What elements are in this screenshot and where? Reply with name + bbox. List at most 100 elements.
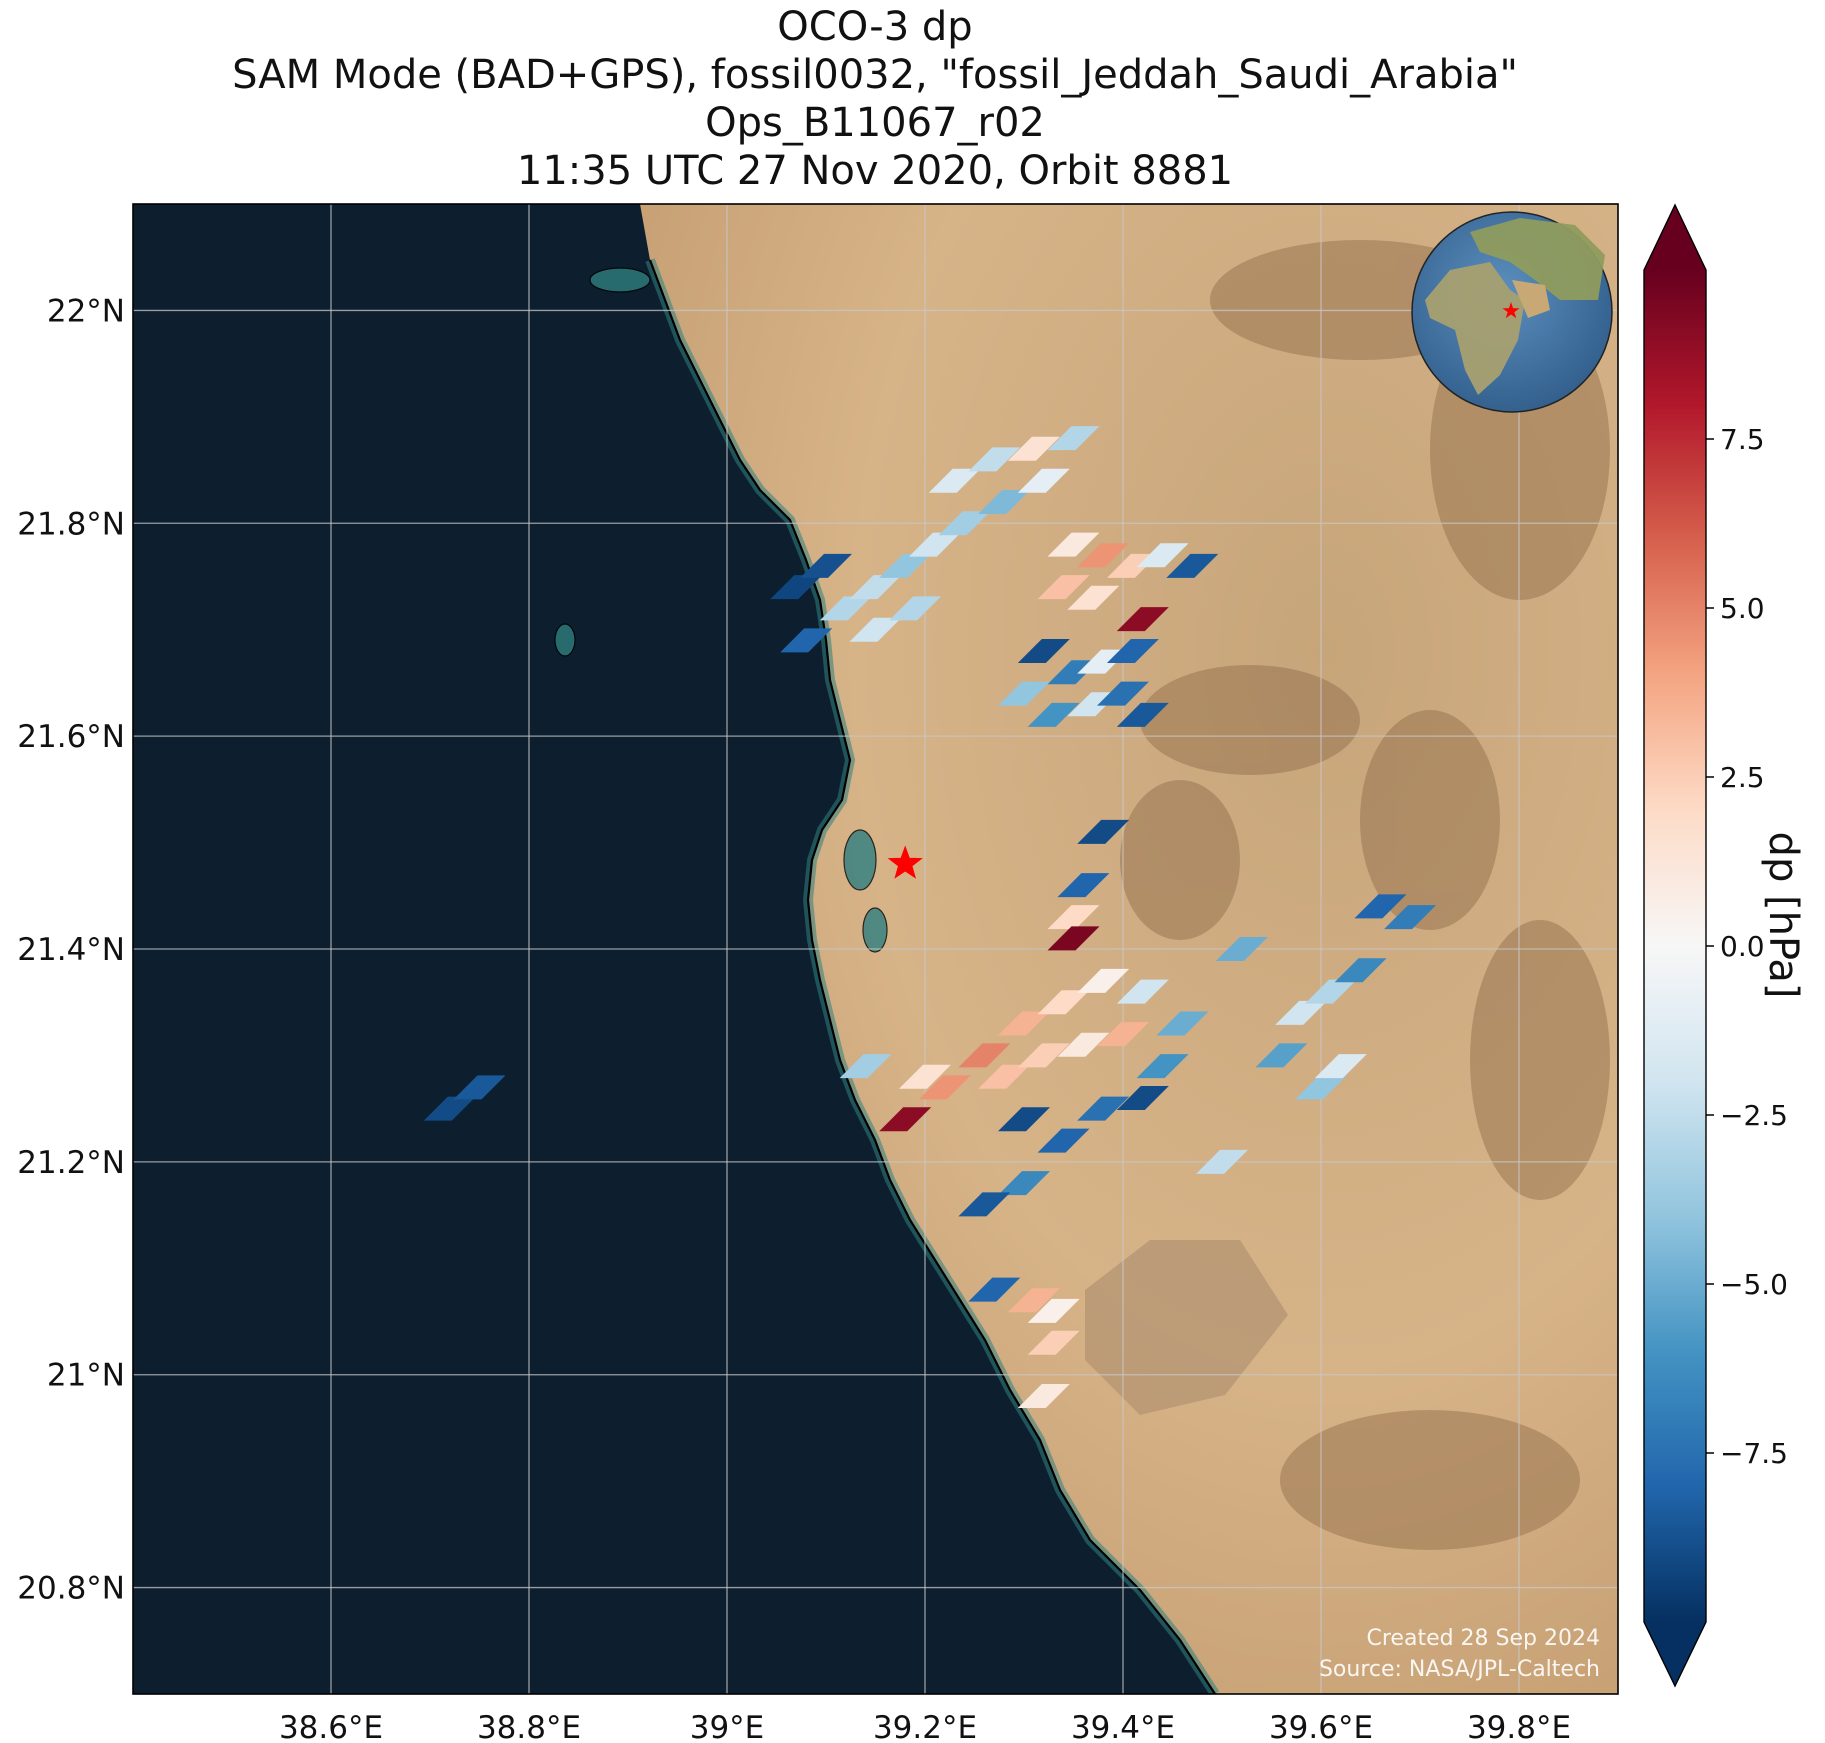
sounding-footprint — [928, 468, 981, 493]
sounding-footprint — [1156, 1011, 1209, 1036]
colorbar-tick-label: −2.5 — [1720, 1099, 1788, 1132]
colorbar-tick-label: −5.0 — [1720, 1268, 1788, 1301]
colorbar-label: dp [hPa] — [1760, 832, 1806, 999]
sounding-footprints — [423, 426, 1437, 1408]
map-frame — [132, 203, 1619, 1695]
sounding-footprint — [1196, 1149, 1248, 1174]
source-credit: Source: NASA/JPL-Caltech — [1319, 1657, 1600, 1682]
sounding-footprint — [453, 1075, 506, 1100]
y-tick-label: 20.8°N — [17, 1571, 125, 1607]
sounding-footprint — [978, 1064, 1031, 1089]
y-tick-label: 22°N — [47, 293, 125, 329]
sounding-footprint — [1067, 585, 1120, 610]
sounding-footprint — [1057, 1032, 1110, 1057]
sounding-footprint — [800, 553, 852, 578]
y-tick-label: 21.8°N — [17, 506, 125, 542]
x-axis-ticks: 38.6°E 38.8°E 39°E 39.2°E 39.4°E 39.6°E 39.8°E — [279, 1710, 1571, 1743]
sounding-footprint — [1136, 1054, 1189, 1079]
sounding-footprint — [1077, 968, 1130, 993]
coastline — [648, 259, 1216, 1694]
sounding-footprint — [1047, 905, 1100, 930]
colorbar-extend-max — [1644, 205, 1706, 270]
gridlines — [133, 204, 1618, 1694]
x-tick-label: 39.8°E — [1467, 1710, 1571, 1743]
y-tick-label: 21°N — [47, 1358, 125, 1394]
colorbar-outline — [1643, 203, 1707, 1688]
x-tick-label: 39.6°E — [1269, 1710, 1373, 1743]
x-tick-label: 38.6°E — [279, 1710, 383, 1743]
sounding-footprint — [849, 575, 902, 600]
sounding-footprint — [839, 1054, 892, 1079]
colorbar-body — [1644, 270, 1706, 1622]
sounding-footprint — [1047, 426, 1100, 451]
sounding-footprint — [819, 596, 872, 621]
sounding-footprint — [1037, 1128, 1090, 1153]
sounding-footprint — [1017, 468, 1070, 493]
y-tick-label: 21.6°N — [17, 719, 125, 755]
globe-eurasia — [1470, 218, 1605, 300]
title-line-1: OCO-3 dp — [777, 4, 973, 50]
y-axis-ticks: 22°N 21.8°N 21.6°N 21.4°N 21.2°N 21°N 20.8°N — [17, 293, 125, 1606]
title-line-2: SAM Mode (BAD+GPS), fossil0032, "fossil_… — [232, 52, 1518, 98]
sounding-footprint — [1215, 937, 1268, 961]
sounding-footprint — [1097, 681, 1149, 706]
sounding-footprint — [1007, 436, 1060, 461]
created-credit: Created 28 Sep 2024 — [1367, 1626, 1601, 1651]
sounding-footprint — [879, 1107, 932, 1132]
sounding-footprint — [879, 553, 932, 578]
sounding-footprint — [423, 1096, 476, 1121]
sounding-footprint — [1027, 1298, 1080, 1323]
sounding-footprint — [1304, 979, 1357, 1004]
sounding-footprint — [1334, 958, 1387, 983]
sounding-footprint — [958, 1043, 1011, 1068]
sounding-footprint — [1047, 532, 1100, 557]
sounding-footprint — [1077, 1096, 1130, 1121]
sounding-footprint — [899, 1064, 951, 1089]
sounding-footprint — [780, 628, 833, 653]
sounding-footprint — [998, 1011, 1050, 1036]
hexagonal-field — [1085, 1240, 1288, 1415]
colorbar-tick-label: 7.5 — [1720, 423, 1765, 456]
sounding-footprint — [1354, 894, 1407, 919]
sounding-footprint — [908, 532, 961, 557]
sounding-footprint — [889, 596, 942, 621]
x-tick-label: 39.4°E — [1071, 1710, 1175, 1743]
sounding-footprint — [1027, 1330, 1080, 1355]
map-panel: Created 28 Sep 2024 Source: NASA/JPL-Cal… — [133, 204, 1618, 1694]
sounding-footprint — [1017, 1043, 1070, 1068]
sounding-footprint — [1037, 575, 1090, 600]
inset-globe — [1411, 211, 1613, 413]
colorbar-tick-label: −7.5 — [1720, 1437, 1788, 1470]
colorbar-tick-label: 0.0 — [1720, 930, 1765, 963]
sounding-footprint — [1116, 1086, 1169, 1110]
sounding-footprint — [968, 1277, 1021, 1302]
sounding-footprint — [1116, 607, 1169, 632]
islands — [554, 267, 888, 953]
y-tick-label: 21.4°N — [17, 932, 125, 968]
sounding-footprint — [998, 1171, 1050, 1196]
title-line-4: 11:35 UTC 27 Nov 2020, Orbit 8881 — [516, 148, 1234, 194]
sounding-footprint — [1255, 1043, 1308, 1068]
sounding-footprint — [998, 681, 1050, 706]
sounding-footprint — [849, 617, 902, 642]
sounding-footprint — [1017, 639, 1070, 663]
sounding-footprint — [1166, 553, 1219, 578]
sounding-footprint — [958, 1192, 1011, 1217]
sounding-footprint — [1314, 1054, 1367, 1079]
sounding-footprint — [998, 1107, 1050, 1132]
sounding-footprint — [1007, 1288, 1060, 1313]
y-tick-label: 21.2°N — [17, 1145, 125, 1181]
sounding-footprint — [1106, 639, 1159, 663]
globe-target-star — [1502, 302, 1520, 319]
sounding-footprint — [938, 511, 991, 536]
sounding-footprint — [770, 575, 823, 600]
title-line-3: Ops_B11067_r02 — [705, 100, 1045, 146]
colorbar: 7.5 5.0 2.5 0.0 −2.5 −5.0 −7.5 dp [hPa] — [1643, 203, 1806, 1688]
x-tick-label: 39°E — [690, 1710, 765, 1743]
colorbar-tick-label: 2.5 — [1720, 761, 1765, 794]
sounding-footprint — [1116, 979, 1169, 1004]
mountain-terrain — [1120, 240, 1610, 1550]
colorbar-extend-min — [1644, 1622, 1706, 1686]
sounding-footprint — [1275, 1000, 1328, 1025]
